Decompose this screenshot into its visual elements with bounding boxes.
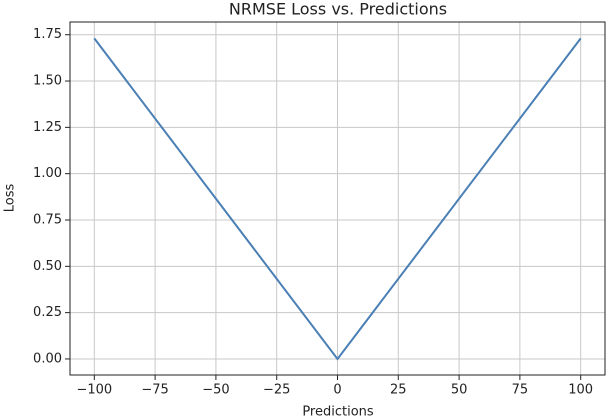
y-tick-label: 1.50	[33, 74, 62, 89]
chart-title: NRMSE Loss vs. Predictions	[229, 0, 447, 19]
y-tick-label: 0.00	[33, 351, 62, 366]
y-tick-label: 0.50	[33, 259, 62, 274]
plot-frame	[69, 21, 606, 376]
y-tick-label: 0.25	[33, 305, 62, 320]
y-axis-label: Loss	[3, 184, 18, 213]
x-tick-label: 75	[512, 383, 529, 398]
x-tick-label: 0	[333, 383, 341, 398]
x-tick-label: 50	[451, 383, 468, 398]
y-tick-label: 1.75	[33, 27, 62, 42]
line	[93, 37, 582, 361]
x-tick-label: −25	[263, 383, 290, 398]
x-tick-label: −75	[141, 383, 168, 398]
y-tick-label: 0.75	[33, 212, 62, 227]
x-tick-label: −50	[202, 383, 229, 398]
x-tick-label: 100	[568, 383, 593, 398]
y-tick-label: 1.00	[33, 166, 62, 181]
x-tick-label: 25	[390, 383, 407, 398]
x-tick-label: −100	[76, 383, 112, 398]
x-axis-label: Predictions	[302, 405, 374, 420]
y-tick-label: 1.25	[33, 120, 62, 135]
